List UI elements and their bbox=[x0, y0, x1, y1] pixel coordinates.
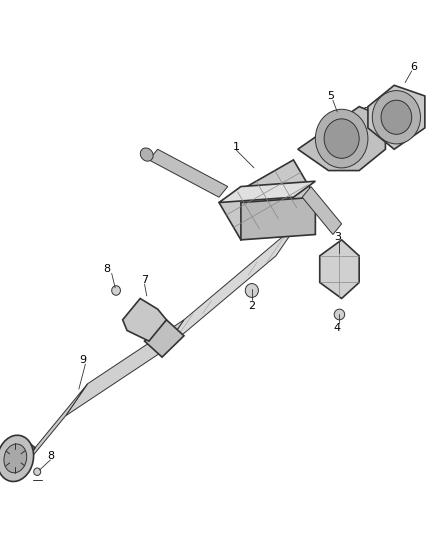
Text: 5: 5 bbox=[327, 91, 334, 101]
Polygon shape bbox=[302, 187, 342, 235]
Polygon shape bbox=[241, 197, 315, 240]
Ellipse shape bbox=[324, 119, 359, 158]
Polygon shape bbox=[219, 160, 315, 240]
Polygon shape bbox=[123, 298, 166, 341]
Polygon shape bbox=[368, 85, 425, 149]
Ellipse shape bbox=[315, 109, 368, 168]
Text: 7: 7 bbox=[141, 275, 148, 285]
Ellipse shape bbox=[34, 468, 41, 475]
Ellipse shape bbox=[372, 91, 420, 144]
Polygon shape bbox=[219, 181, 315, 203]
Ellipse shape bbox=[245, 284, 258, 297]
Ellipse shape bbox=[334, 309, 345, 320]
Ellipse shape bbox=[140, 148, 153, 161]
Text: 4: 4 bbox=[334, 323, 341, 333]
Text: 8: 8 bbox=[104, 264, 111, 274]
Polygon shape bbox=[66, 320, 184, 416]
Ellipse shape bbox=[112, 286, 120, 295]
Polygon shape bbox=[149, 149, 228, 197]
Polygon shape bbox=[145, 320, 184, 357]
Text: 1: 1 bbox=[233, 142, 240, 151]
Ellipse shape bbox=[4, 444, 27, 473]
Text: 8: 8 bbox=[47, 451, 54, 461]
Polygon shape bbox=[13, 384, 88, 480]
Polygon shape bbox=[0, 437, 35, 480]
Text: 2: 2 bbox=[248, 302, 255, 311]
Polygon shape bbox=[320, 240, 359, 298]
Polygon shape bbox=[162, 224, 298, 352]
Ellipse shape bbox=[381, 100, 412, 134]
Polygon shape bbox=[298, 107, 385, 171]
Text: 6: 6 bbox=[410, 62, 417, 71]
Ellipse shape bbox=[0, 435, 34, 481]
Text: 3: 3 bbox=[334, 232, 341, 242]
Text: 9: 9 bbox=[80, 355, 87, 365]
